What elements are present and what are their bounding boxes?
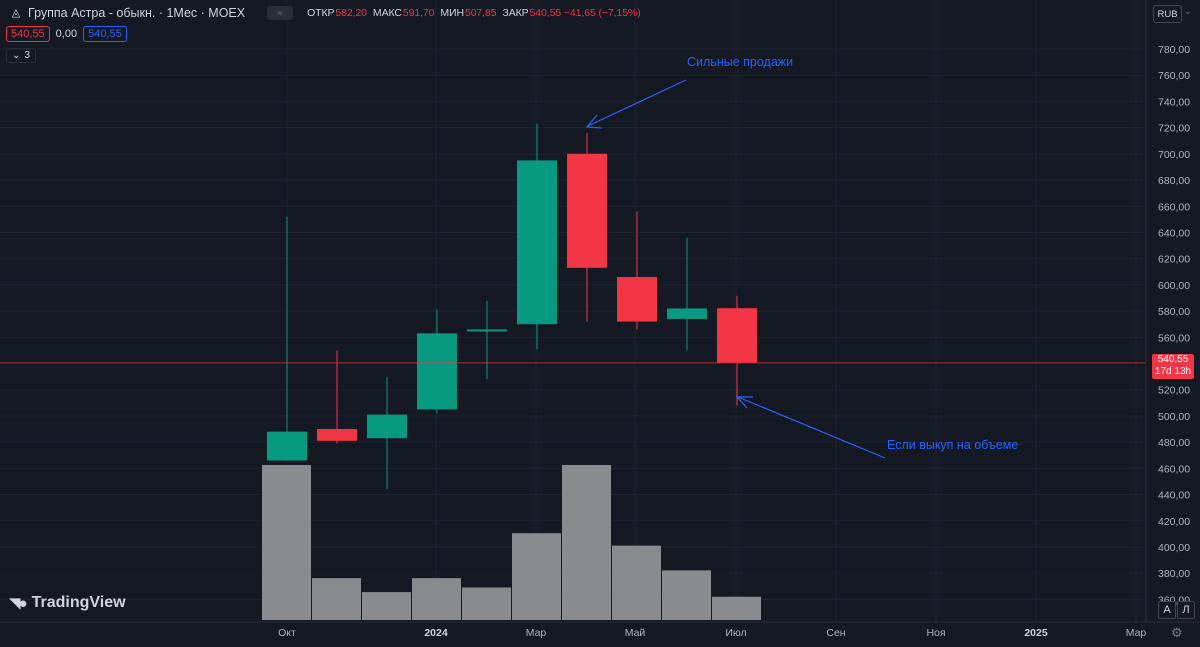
- price-tick-label: 620,00: [1158, 254, 1190, 266]
- time-tick-label: Мар: [526, 627, 547, 639]
- candle-body[interactable]: [617, 277, 657, 322]
- price-tick-label: 480,00: [1158, 437, 1190, 449]
- time-axis[interactable]: Окт 2024 Мар Май Июл Сен Ноя 2025 Мар: [278, 627, 1146, 639]
- buy-price-button[interactable]: 540,55: [83, 26, 127, 42]
- time-tick-label: 2025: [1024, 627, 1048, 639]
- volume-bar: [362, 592, 411, 620]
- tradingview-logo-text: TradingView: [31, 594, 126, 611]
- log-scale-button[interactable]: Л: [1177, 601, 1195, 619]
- bar-countdown: 17d 13h: [1154, 366, 1192, 377]
- volume-bars: [262, 465, 761, 620]
- price-tick-label: 420,00: [1158, 516, 1190, 528]
- symbol-logo-icon[interactable]: ◬: [11, 7, 21, 19]
- price-tick-label: 460,00: [1158, 463, 1190, 475]
- time-tick-label: Сен: [826, 627, 845, 639]
- ohlc-low-value: 507,85: [464, 7, 497, 19]
- price-tick-label: 520,00: [1158, 385, 1190, 397]
- volume-bar: [512, 533, 561, 620]
- volume-bar: [662, 570, 711, 620]
- price-tick-label: 440,00: [1158, 490, 1190, 502]
- price-tick-label: 780,00: [1158, 44, 1190, 56]
- tradingview-logo-icon: ◥●: [9, 595, 28, 612]
- quote-row: 540,55 0,00 540,55: [6, 26, 127, 42]
- time-tick-label: Июл: [725, 627, 746, 639]
- ohlc-values: ОТКР 582,20 МАКС 591,70 МИН 507,85 ЗАКР 540,…: [307, 7, 647, 19]
- time-tick-label: Ноя: [926, 627, 945, 639]
- chart-header: ◬ Группа Астра - обыкн. · 1Мес · MOEX ≈ …: [0, 0, 647, 26]
- candle-body[interactable]: [567, 153, 607, 268]
- chevron-down-icon[interactable]: ⌄: [1184, 6, 1192, 16]
- time-tick-label: Окт: [278, 627, 296, 639]
- symbol-title[interactable]: Группа Астра - обыкн. · 1Мес · MOEX: [28, 6, 246, 20]
- ohlc-high-label: МАКС: [372, 7, 402, 19]
- time-tick-label: Мар: [1126, 627, 1147, 639]
- current-price-label: 540,55 17d 13h: [1152, 354, 1194, 379]
- price-tick-label: 560,00: [1158, 332, 1190, 344]
- price-tick-label: 720,00: [1158, 123, 1190, 135]
- ohlc-high-value: 591,70: [402, 7, 435, 19]
- candles: [267, 123, 757, 490]
- annotation-arrow-top: [587, 79, 687, 127]
- chevron-down-icon: ⌄: [12, 50, 21, 61]
- price-tick-label: 640,00: [1158, 227, 1190, 239]
- candle-body[interactable]: [367, 414, 407, 439]
- ohlc-open-value: 582,20: [335, 7, 367, 19]
- candle-body[interactable]: [317, 429, 357, 441]
- annotation-text-bottom[interactable]: Если выкуп на объеме: [887, 438, 1019, 452]
- tradingview-logo[interactable]: ◥● TradingView: [9, 594, 126, 612]
- annotation-arrows: [585, 79, 886, 459]
- volume-bar: [712, 596, 761, 620]
- price-tick-label: 760,00: [1158, 70, 1190, 82]
- price-tick-label: 700,00: [1158, 149, 1190, 161]
- ohlc-low-label: МИН: [440, 7, 464, 19]
- candle-body[interactable]: [667, 308, 707, 319]
- time-tick-label: Май: [625, 627, 646, 639]
- price-tick-label: 600,00: [1158, 280, 1190, 292]
- price-tick-label: 380,00: [1158, 568, 1190, 580]
- volume-bar: [312, 578, 361, 620]
- ohlc-close-label: ЗАКР: [502, 7, 529, 19]
- candle-body[interactable]: [267, 431, 307, 461]
- auto-scale-button[interactable]: A: [1158, 601, 1176, 619]
- ohlc-open-label: ОТКР: [307, 7, 335, 19]
- price-tick-label: 740,00: [1158, 96, 1190, 108]
- currency-button[interactable]: RUB: [1153, 5, 1182, 23]
- current-price-value: 540,55: [1157, 354, 1189, 365]
- ohlc-close-value: 540,55 −41,65 (−7,15%): [529, 7, 641, 19]
- candle-body[interactable]: [717, 308, 757, 363]
- volume-bar: [612, 545, 661, 620]
- price-tick-label: 400,00: [1158, 542, 1190, 554]
- price-tick-label: 580,00: [1158, 306, 1190, 318]
- spread-value: 0,00: [55, 28, 78, 40]
- volume-bar: [562, 465, 611, 620]
- market-status-badge[interactable]: ≈: [267, 6, 294, 20]
- volume-bar: [462, 587, 511, 620]
- annotation-arrow-bottom: [737, 396, 886, 459]
- indicators-toggle[interactable]: ⌄ 3: [6, 48, 36, 63]
- gear-icon[interactable]: ⚙: [1171, 625, 1183, 640]
- indicators-count: 3: [24, 50, 30, 61]
- volume-bar: [262, 465, 311, 620]
- price-tick-label: 680,00: [1158, 175, 1190, 187]
- annotation-arrowhead-bottom: [735, 396, 753, 409]
- time-tick-label: 2024: [424, 627, 448, 639]
- candle-body[interactable]: [517, 160, 557, 325]
- sell-price-button[interactable]: 540,55: [6, 26, 50, 42]
- price-tick-label: 660,00: [1158, 201, 1190, 213]
- annotation-text-top[interactable]: Сильные продажи: [687, 55, 794, 69]
- volume-bar: [412, 578, 461, 620]
- candle-body[interactable]: [417, 333, 457, 410]
- candle-body[interactable]: [467, 329, 507, 332]
- annotation-arrowhead-top: [585, 114, 603, 129]
- price-tick-label: 500,00: [1158, 411, 1190, 423]
- price-axis[interactable]: 780,00 760,00 740,00 720,00 700,00 680,00 660,…: [1158, 44, 1190, 606]
